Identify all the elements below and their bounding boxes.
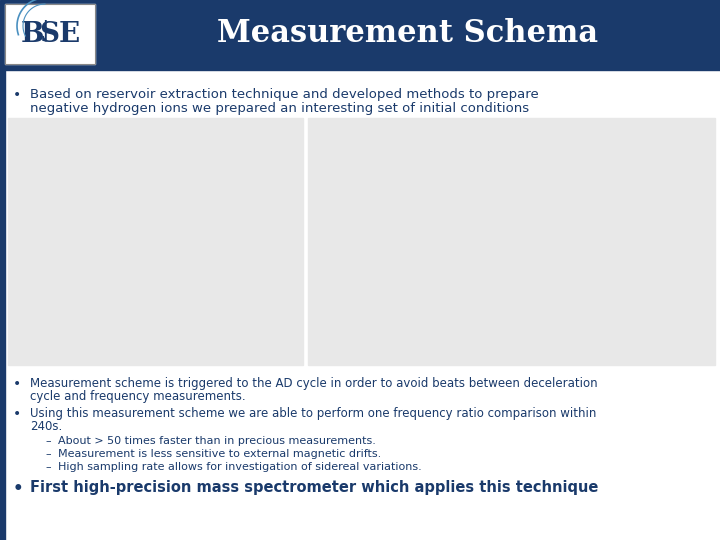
Text: Measurement is less sensitive to external magnetic drifts.: Measurement is less sensitive to externa… <box>58 449 382 459</box>
Text: |: | <box>41 19 49 40</box>
Text: Using this measurement scheme we are able to perform one frequency ratio compari: Using this measurement scheme we are abl… <box>30 407 596 420</box>
Text: Measurement Schema: Measurement Schema <box>217 18 598 50</box>
Text: –: – <box>45 462 50 472</box>
Bar <box>5 4 95 64</box>
Text: SE: SE <box>40 21 81 48</box>
Bar <box>308 118 715 365</box>
Text: –: – <box>45 449 50 459</box>
Bar <box>5 4 95 64</box>
Bar <box>8 118 303 365</box>
Text: •: • <box>13 407 22 421</box>
Text: Measurement scheme is triggered to the AD cycle in order to avoid beats between : Measurement scheme is triggered to the A… <box>30 377 598 390</box>
Text: 240s.: 240s. <box>30 420 62 433</box>
Text: •: • <box>13 377 22 391</box>
Text: •: • <box>13 480 24 498</box>
Text: –: – <box>45 436 50 446</box>
Text: cycle and frequency measurements.: cycle and frequency measurements. <box>30 390 246 403</box>
Bar <box>0 0 720 68</box>
Text: B: B <box>20 21 44 48</box>
Text: First high-precision mass spectrometer which applies this technique: First high-precision mass spectrometer w… <box>30 480 598 495</box>
Text: High sampling rate allows for investigation of sidereal variations.: High sampling rate allows for investigat… <box>58 462 422 472</box>
Text: Based on reservoir extraction technique and developed methods to prepare: Based on reservoir extraction technique … <box>30 88 539 101</box>
Bar <box>0 68 5 540</box>
Text: negative hydrogen ions we prepared an interesting set of initial conditions: negative hydrogen ions we prepared an in… <box>30 102 529 115</box>
Text: About > 50 times faster than in precious measurements.: About > 50 times faster than in precious… <box>58 436 376 446</box>
Bar <box>0 68 720 70</box>
Text: •: • <box>13 88 22 102</box>
